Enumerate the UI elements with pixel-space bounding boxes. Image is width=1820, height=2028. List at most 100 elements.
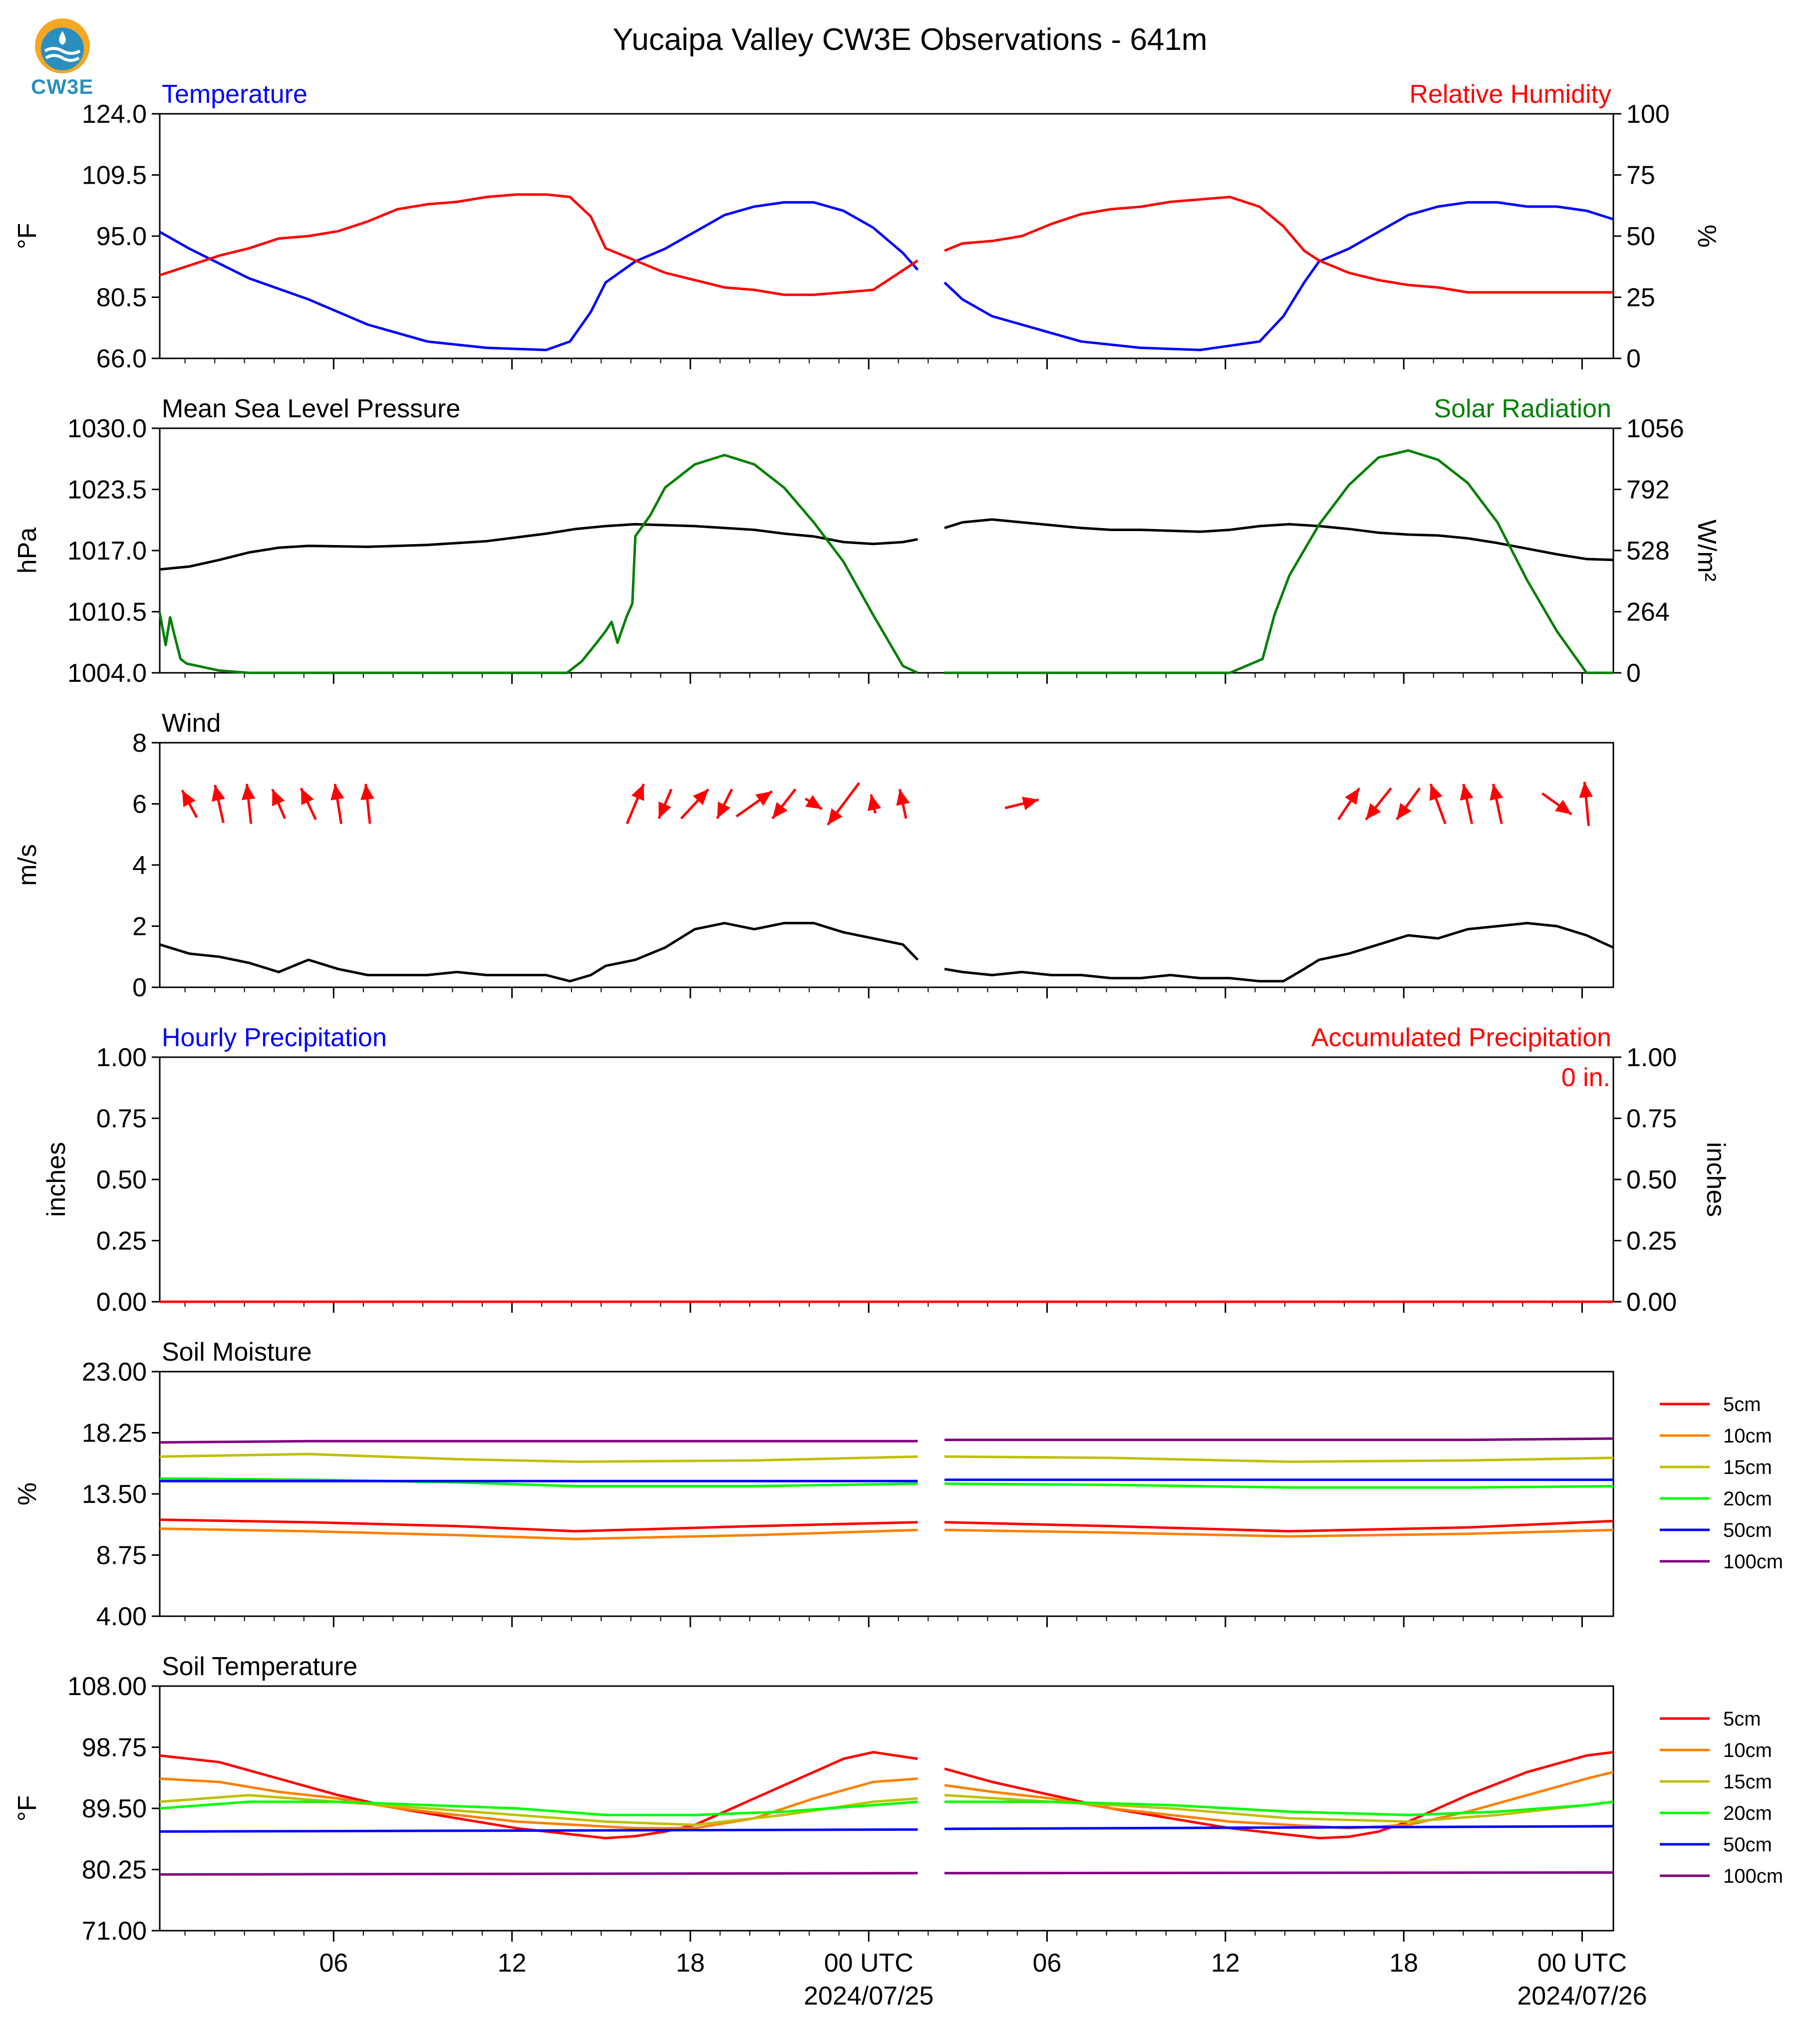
panel-4-ytick-label: 0.50 <box>96 1165 147 1194</box>
wind-arrow-head <box>1366 803 1381 820</box>
panel-6-ytick-label: 98.75 <box>82 1734 147 1762</box>
panel-2-ytick-label: 1023.5 <box>67 476 147 505</box>
wind-arrow-head <box>301 788 314 805</box>
panel-6-ylabel: °F <box>13 1795 42 1822</box>
panel-3-ytick-label: 2 <box>132 912 147 941</box>
wind-arrow-head <box>717 801 731 819</box>
x-tick-label: 18 <box>676 1949 705 1978</box>
panel-6-ytick-label: 108.00 <box>67 1672 147 1701</box>
panel-2-series-0 <box>159 518 1614 571</box>
wind-arrow-head <box>1554 800 1572 815</box>
panel-6-series-5cm <box>159 1750 1614 1840</box>
panel-6-legend-label: 20cm <box>1723 1802 1772 1824</box>
panel-6-frame <box>159 1685 1614 1932</box>
panel-5-legend-label: 15cm <box>1723 1456 1772 1478</box>
panel-5-ytick-label: 18.25 <box>82 1419 147 1448</box>
panel-6-series-15cm <box>159 1794 1614 1826</box>
panel-2-series-1 <box>158 449 1613 674</box>
panel-5-ytick-label: 13.50 <box>82 1480 147 1509</box>
panel-2-right-title: Solar Radiation <box>1434 394 1611 423</box>
panel-1-y2tick-label: 50 <box>1626 222 1655 251</box>
panel-5-series-20cm <box>159 1477 1614 1489</box>
panel-4-annotation: 0 in. <box>1561 1063 1610 1092</box>
panel-6-series-100cm <box>159 1871 1614 1876</box>
wind-arrow-head <box>658 801 671 819</box>
panel-1-left-title: Temperature <box>162 80 307 109</box>
wind-arrow-head <box>631 784 644 801</box>
wind-arrow-head <box>755 791 772 806</box>
wind-arrow-head <box>896 789 910 806</box>
panel-1-y2label: % <box>1692 225 1721 248</box>
panel-4-right-title: Accumulated Precipitation <box>1311 1023 1611 1052</box>
panel-2-left-title: Mean Sea Level Pressure <box>162 394 460 423</box>
panel-2-ylabel: hPa <box>13 528 42 574</box>
x-date-label: 2024/07/25 <box>804 1982 933 2011</box>
panel-2-y2label: W/m² <box>1692 520 1721 581</box>
panel-6-series-10cm <box>159 1770 1614 1830</box>
wind-arrow-head <box>1345 788 1360 805</box>
x-tick-label: 12 <box>498 1949 527 1978</box>
wind-arrow-head <box>1429 784 1443 801</box>
wind-arrow-head <box>692 789 709 806</box>
panel-5-legend-label: 100cm <box>1723 1551 1783 1573</box>
panel-5-legend-label: 20cm <box>1723 1488 1772 1510</box>
wind-arrow-head <box>1022 797 1039 811</box>
panel-4-ytick-label: 0.75 <box>96 1105 147 1134</box>
logo-text: CW3E <box>31 75 94 98</box>
panel-2-y2tick-label: 0 <box>1626 659 1641 688</box>
panel-3-ytick-label: 4 <box>132 851 147 880</box>
panel-1-y2tick-label: 100 <box>1626 100 1670 129</box>
panel-4-frame <box>159 1056 1614 1303</box>
panel-2-y2tick-label: 1056 <box>1626 414 1684 443</box>
panel-5-series-15cm <box>159 1452 1614 1463</box>
panel-5-legend-label: 50cm <box>1723 1519 1772 1541</box>
panel-4-left-title: Hourly Precipitation <box>162 1023 387 1052</box>
panel-5-ytick-label: 23.00 <box>82 1358 147 1387</box>
wind-arrow-head <box>182 790 196 808</box>
panel-6-ytick-label: 71.00 <box>82 1917 147 1946</box>
panel-2-y2tick-label: 792 <box>1626 476 1670 505</box>
panel-1-y2tick-label: 75 <box>1626 161 1655 190</box>
wind-arrow-head <box>868 794 882 811</box>
wind-arrow-head <box>828 808 843 825</box>
panel-5-left-title: Soil Moisture <box>162 1338 312 1367</box>
panel-6-series-20cm <box>159 1800 1614 1816</box>
panel-1-ytick-label: 95.0 <box>96 222 147 251</box>
panel-1-ytick-label: 66.0 <box>96 344 147 373</box>
panel-6-ytick-label: 89.50 <box>82 1794 147 1823</box>
panel-5-legend-label: 10cm <box>1723 1425 1772 1447</box>
panel-2-ytick-label: 1010.5 <box>67 598 147 627</box>
panel-1-ytick-label: 80.5 <box>96 284 147 312</box>
wind-arrow-head <box>360 784 374 800</box>
panel-5-series-10cm <box>159 1527 1614 1540</box>
panel-4-ylabel: inches <box>42 1142 71 1217</box>
panel-5-ytick-label: 4.00 <box>96 1602 147 1631</box>
wind-arrow-head <box>330 784 344 801</box>
panel-4-y2tick-label: 0.00 <box>1626 1288 1677 1317</box>
wind-arrow-head <box>1579 782 1593 798</box>
panel-3-frame <box>159 742 1614 988</box>
panel-6-series-50cm <box>159 1825 1614 1833</box>
x-date-label: 2024/07/26 <box>1517 1982 1647 2011</box>
panel-5-ytick-label: 8.75 <box>96 1541 147 1570</box>
panel-6-legend-label: 10cm <box>1723 1739 1772 1761</box>
figure-title: Yucaipa Valley CW3E Observations - 641m <box>612 22 1207 57</box>
panel-4-y2tick-label: 0.50 <box>1626 1165 1677 1194</box>
x-tick-label: 12 <box>1211 1949 1240 1978</box>
panel-5-series-5cm <box>159 1518 1614 1533</box>
panel-1-series-1 <box>159 193 1613 296</box>
panel-5-series-100cm <box>159 1437 1614 1444</box>
panel-6-legend-label: 5cm <box>1723 1708 1761 1730</box>
panel-3-left-title: Wind <box>162 709 221 738</box>
x-tick-label: 00 UTC <box>824 1949 913 1978</box>
panel-5-series-50cm <box>160 1478 1613 1482</box>
panel-3-ytick-label: 8 <box>132 729 147 758</box>
panel-2-ytick-label: 1017.0 <box>67 537 147 566</box>
x-tick-label: 06 <box>319 1949 348 1978</box>
panel-4-ytick-label: 0.00 <box>96 1288 147 1317</box>
panel-4-y2tick-label: 0.25 <box>1626 1227 1677 1256</box>
wind-arrow-head <box>211 785 225 802</box>
panel-1-ytick-label: 124.0 <box>82 100 147 129</box>
panel-6-left-title: Soil Temperature <box>162 1652 357 1681</box>
